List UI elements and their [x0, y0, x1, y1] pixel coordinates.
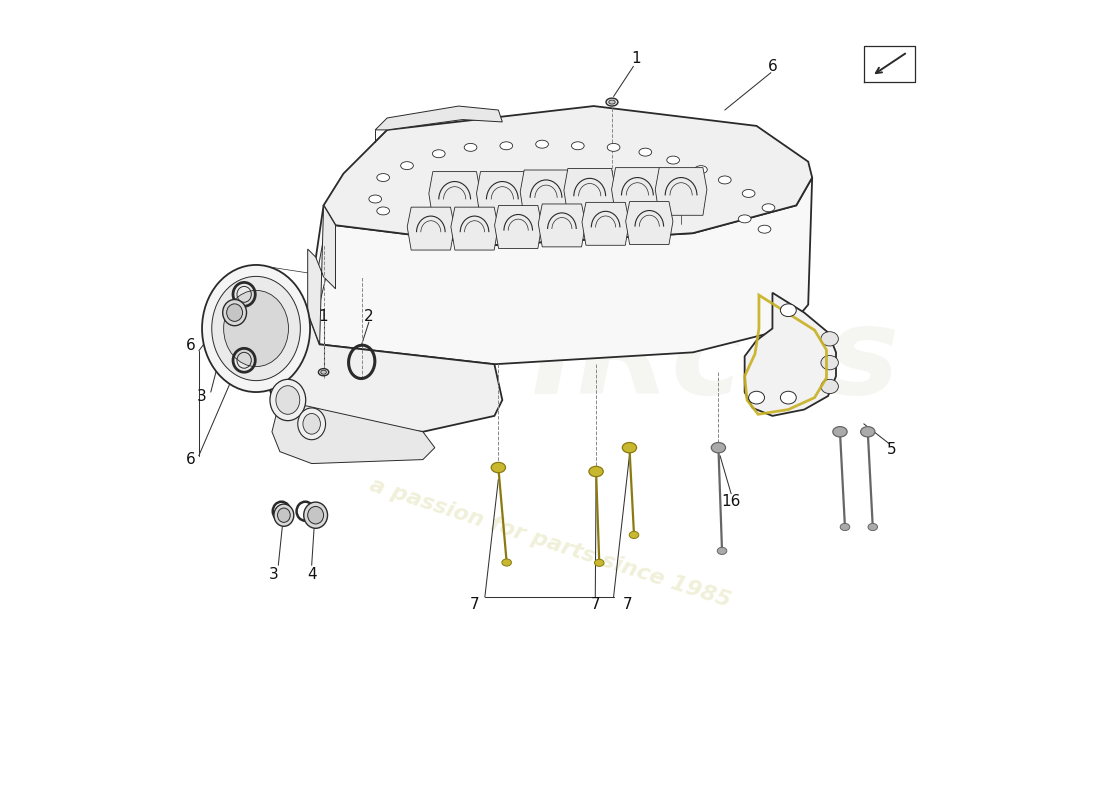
Polygon shape — [612, 168, 663, 215]
Ellipse shape — [502, 559, 512, 566]
Ellipse shape — [742, 190, 755, 198]
Polygon shape — [626, 202, 673, 245]
Ellipse shape — [607, 143, 620, 151]
Text: 6: 6 — [186, 338, 196, 354]
Ellipse shape — [608, 100, 615, 104]
Polygon shape — [308, 178, 812, 364]
Ellipse shape — [276, 386, 300, 414]
Ellipse shape — [594, 559, 604, 566]
Ellipse shape — [712, 442, 726, 453]
Ellipse shape — [464, 143, 477, 151]
Ellipse shape — [606, 98, 618, 106]
Ellipse shape — [833, 426, 847, 437]
Polygon shape — [308, 206, 336, 344]
Text: 6: 6 — [768, 59, 778, 74]
Polygon shape — [656, 168, 707, 215]
Ellipse shape — [694, 166, 707, 174]
Ellipse shape — [368, 195, 382, 203]
Ellipse shape — [738, 215, 751, 223]
Ellipse shape — [780, 304, 796, 317]
Text: 2: 2 — [364, 309, 374, 324]
Ellipse shape — [629, 531, 639, 538]
Polygon shape — [407, 207, 454, 250]
Ellipse shape — [492, 462, 506, 473]
Polygon shape — [476, 171, 528, 219]
Text: 1: 1 — [319, 309, 329, 324]
Ellipse shape — [821, 355, 838, 370]
Ellipse shape — [400, 162, 414, 170]
Ellipse shape — [212, 276, 300, 381]
Ellipse shape — [749, 391, 764, 404]
Text: 7: 7 — [470, 598, 480, 613]
Polygon shape — [564, 169, 616, 216]
Ellipse shape — [762, 204, 774, 212]
Ellipse shape — [780, 391, 796, 404]
Ellipse shape — [227, 304, 243, 322]
Ellipse shape — [860, 426, 875, 437]
Ellipse shape — [588, 466, 603, 477]
Ellipse shape — [270, 379, 306, 421]
Polygon shape — [429, 171, 481, 219]
Polygon shape — [538, 204, 585, 247]
Ellipse shape — [667, 156, 680, 164]
Text: 7: 7 — [623, 598, 632, 613]
Ellipse shape — [318, 369, 329, 376]
Ellipse shape — [821, 379, 838, 394]
Text: 6: 6 — [186, 452, 196, 467]
Ellipse shape — [821, 332, 838, 346]
Ellipse shape — [623, 442, 637, 453]
Text: ePIRces: ePIRces — [360, 302, 900, 418]
Ellipse shape — [274, 504, 294, 526]
Polygon shape — [323, 106, 812, 245]
Text: 7: 7 — [591, 598, 601, 613]
Ellipse shape — [499, 142, 513, 150]
Ellipse shape — [298, 408, 326, 440]
Text: 4: 4 — [307, 567, 317, 582]
Ellipse shape — [840, 523, 849, 530]
Ellipse shape — [222, 299, 246, 326]
Ellipse shape — [717, 547, 727, 554]
Text: a passion for parts since 1985: a passion for parts since 1985 — [367, 475, 733, 611]
Ellipse shape — [377, 207, 389, 215]
Polygon shape — [268, 313, 503, 432]
Text: 1: 1 — [631, 51, 640, 66]
Text: 5: 5 — [887, 442, 896, 457]
Polygon shape — [582, 202, 629, 246]
Ellipse shape — [377, 174, 389, 182]
Ellipse shape — [868, 523, 878, 530]
Ellipse shape — [758, 226, 771, 233]
Ellipse shape — [718, 176, 732, 184]
Text: 3: 3 — [268, 567, 278, 582]
Ellipse shape — [432, 150, 446, 158]
Ellipse shape — [536, 140, 549, 148]
Text: 16: 16 — [722, 494, 740, 509]
Polygon shape — [520, 170, 572, 218]
Ellipse shape — [202, 265, 310, 392]
Polygon shape — [375, 106, 503, 130]
Text: 3: 3 — [197, 389, 207, 403]
Polygon shape — [495, 206, 542, 249]
Polygon shape — [451, 207, 498, 250]
Polygon shape — [272, 400, 434, 463]
Polygon shape — [745, 293, 836, 416]
Ellipse shape — [277, 508, 290, 522]
Ellipse shape — [321, 370, 327, 374]
Ellipse shape — [223, 290, 288, 366]
Ellipse shape — [639, 148, 651, 156]
Ellipse shape — [308, 506, 323, 524]
Ellipse shape — [304, 502, 328, 528]
Ellipse shape — [572, 142, 584, 150]
Ellipse shape — [302, 414, 320, 434]
